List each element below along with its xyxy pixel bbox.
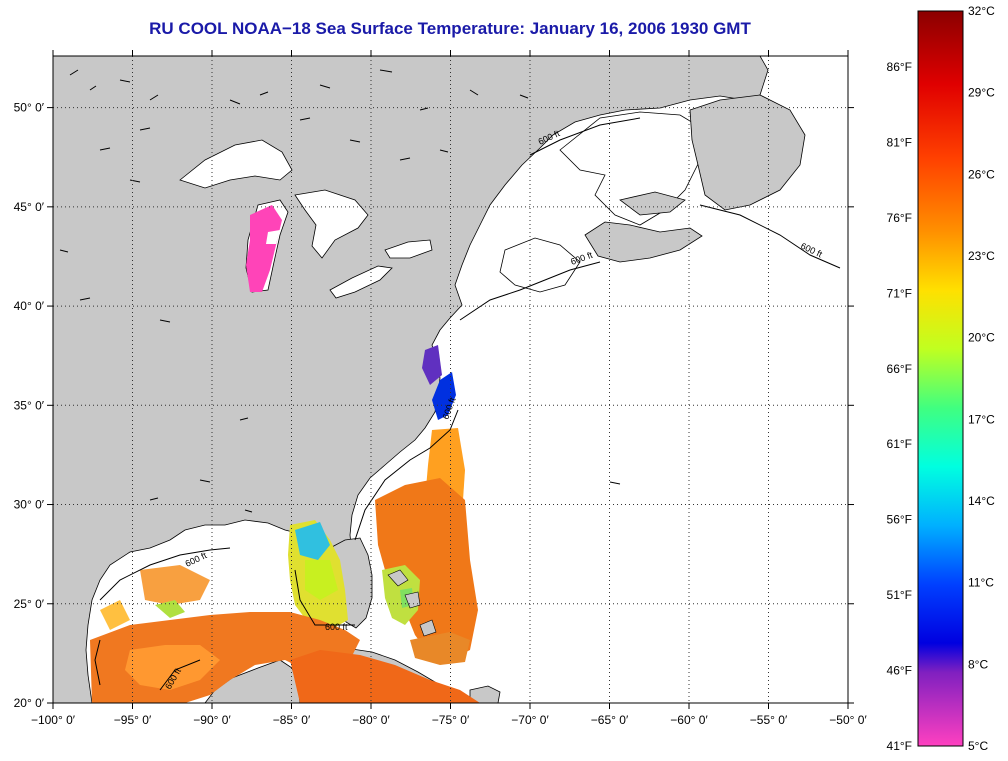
lon-tick-label: −50° 0′ [829,713,867,727]
sst-data-layer [90,205,480,703]
colorbar-fahrenheit-label: 51°F [887,588,912,602]
lake-superior [179,139,293,189]
lon-tick-label: −60° 0′ [670,713,708,727]
lake-ontario [384,239,433,259]
colorbar-celsius-label: 11°C [968,576,994,590]
colorbar-celsius-label: 26°C [968,167,995,181]
lon-tick-label: −75° 0′ [432,713,470,727]
lon-tick-label: −55° 0′ [750,713,788,727]
colorbar-celsius-label: 20°C [968,331,995,345]
land-newfoundland [689,94,806,211]
contour-label: 600 ft [325,622,348,632]
colorbar-fahrenheit-label: 61°F [887,437,912,451]
land-pei [619,191,686,216]
lat-tick-label: 50° 0′ [14,101,45,115]
colorbar-celsius-label: 14°C [968,494,995,508]
colorbar-fahrenheit-label: 56°F [887,513,912,527]
colorbar [917,10,964,747]
land-bahamas [387,569,437,637]
colorbar-fahrenheit-label: 41°F [887,739,912,753]
lon-tick-label: −65° 0′ [591,713,629,727]
colorbar-celsius-label: 17°C [968,412,995,426]
lat-tick-label: 35° 0′ [14,398,45,412]
depth-contours [94,117,841,691]
colorbar-fahrenheit-label: 76°F [887,211,912,225]
small-lakes [59,69,621,513]
land-nova-scotia [584,221,703,263]
lon-tick-label: −100° 0′ [31,713,76,727]
lat-tick-label: 45° 0′ [14,200,45,214]
colorbar-celsius-label: 23°C [968,249,995,263]
colorbar-labels: 32°C 29°C 26°C 23°C 20°C 17°C 14°C 11°C 8°C 5°C 86… [887,4,996,753]
lat-tick-label: 20° 0′ [14,696,45,710]
lat-tick-label: 40° 0′ [14,299,45,313]
map-title: RU COOL NOAA−18 Sea Surface Temperature:… [149,19,751,38]
map-axes: −100° 0′ −95° 0′ −90° 0′ −85° 0′ −80° 0′ −75°… [14,50,867,727]
colorbar-celsius-label: 32°C [968,4,995,18]
colorbar-celsius-label: 8°C [968,657,988,671]
colorbar-celsius-label: 29°C [968,86,995,100]
map-grid [53,56,848,703]
lon-tick-label: −70° 0′ [511,713,549,727]
lon-tick-label: −85° 0′ [273,713,311,727]
lon-tick-label: −95° 0′ [114,713,152,727]
colorbar-fahrenheit-label: 71°F [887,286,912,300]
bay-of-fundy [499,237,581,293]
lon-tick-label: −80° 0′ [352,713,390,727]
land-north-america [53,56,769,703]
colorbar-fahrenheit-label: 66°F [887,362,912,376]
lat-tick-label: 30° 0′ [14,498,45,512]
lat-tick-label: 25° 0′ [14,597,45,611]
colorbar-fahrenheit-label: 81°F [887,135,912,149]
lake-erie [329,265,393,299]
colorbar-fahrenheit-label: 46°F [887,664,912,678]
colorbar-fahrenheit-label: 86°F [887,60,912,74]
colorbar-celsius-label: 5°C [968,739,988,753]
lon-tick-label: −90° 0′ [193,713,231,727]
